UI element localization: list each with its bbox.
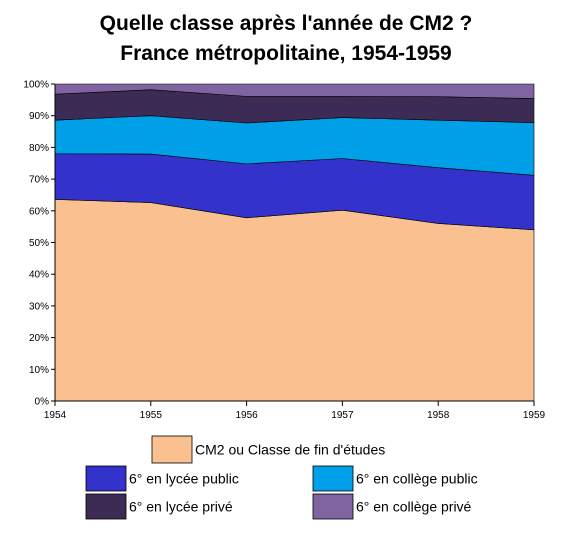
legend-label-4: 6° en lycée privé	[129, 499, 233, 515]
y-tick-label: 70%	[29, 175, 49, 186]
legend-swatch-5	[312, 493, 354, 520]
y-tick-label: 50%	[29, 238, 49, 249]
x-tick-label: 1957	[331, 410, 354, 421]
x-tick-label: 1959	[523, 410, 546, 421]
chart-title-line-1: Quelle classe après l'année de CM2 ?	[100, 12, 473, 35]
area-series-1	[54, 199, 535, 402]
legend-label-1: CM2 ou Classe de fin d'études	[195, 442, 385, 458]
legend-swatch-2	[85, 465, 127, 492]
legend-label-2: 6° en lycée public	[129, 471, 239, 487]
legend-swatch-3	[312, 465, 354, 492]
x-tick-label: 1956	[235, 410, 258, 421]
legend: CM2 ou Classe de fin d'études 6° en lycée…	[85, 435, 478, 520]
y-tick-label: 30%	[29, 301, 49, 312]
y-tick-label: 90%	[29, 111, 49, 122]
x-tick-label: 1958	[427, 410, 450, 421]
area-series-group	[54, 83, 535, 402]
y-tick-label: 0%	[35, 397, 50, 408]
legend-swatch-4	[85, 493, 127, 520]
y-tick-label: 80%	[29, 143, 49, 154]
x-tick-label: 1954	[44, 410, 67, 421]
legend-label-5: 6° en collège privé	[356, 499, 472, 515]
y-tick-label: 20%	[29, 333, 49, 344]
area-series-5	[54, 83, 535, 99]
y-tick-label: 60%	[29, 206, 49, 217]
x-tick-label: 1955	[140, 410, 163, 421]
legend-label-3: 6° en collège public	[356, 471, 478, 487]
axes-group	[51, 83, 535, 406]
y-tick-label: 40%	[29, 270, 49, 281]
y-tick-label: 100%	[23, 80, 49, 91]
legend-swatch-1	[151, 435, 193, 464]
chart-title-line-2: France métropolitaine, 1954-1959	[120, 42, 451, 65]
y-tick-label: 10%	[29, 365, 49, 376]
tick-labels-group: 0% 10% 20% 30% 40% 50% 60% 70% 80% 90% 100% 1954 195…	[23, 80, 545, 422]
